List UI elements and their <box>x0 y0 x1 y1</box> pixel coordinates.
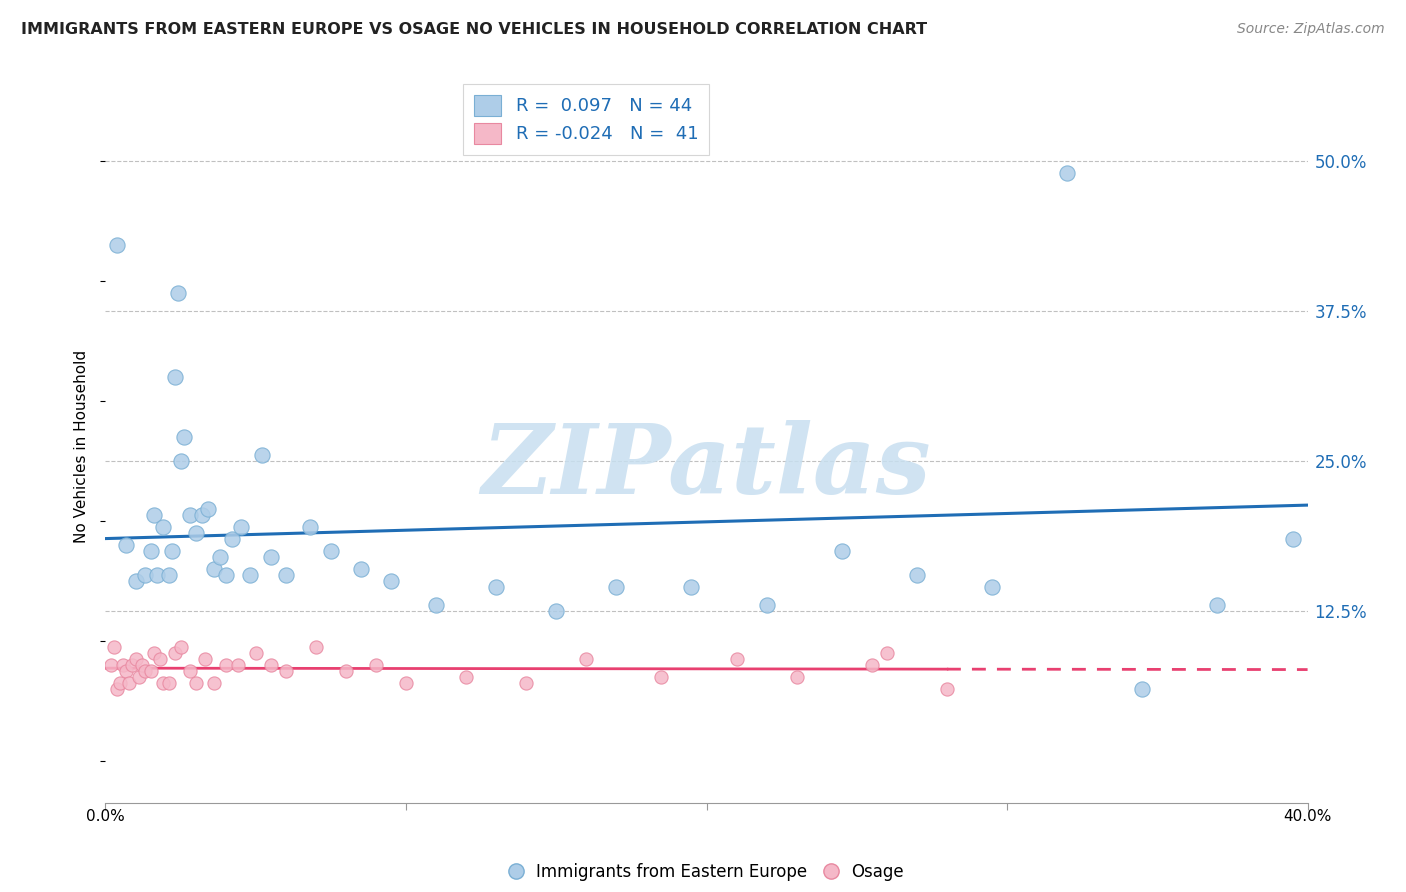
Point <box>103 640 125 654</box>
Point <box>229 520 252 534</box>
Point <box>226 657 249 672</box>
Point <box>131 657 153 672</box>
Point <box>454 670 477 684</box>
Point <box>831 544 853 558</box>
Text: IMMIGRANTS FROM EASTERN EUROPE VS OSAGE NO VEHICLES IN HOUSEHOLD CORRELATION CHA: IMMIGRANTS FROM EASTERN EUROPE VS OSAGE … <box>21 22 927 37</box>
Point <box>860 657 883 672</box>
Point <box>208 549 231 564</box>
Point <box>298 520 321 534</box>
Legend: Immigrants from Eastern Europe, Osage: Immigrants from Eastern Europe, Osage <box>503 856 910 888</box>
Point <box>202 562 225 576</box>
Point <box>305 640 328 654</box>
Point <box>1281 532 1303 546</box>
Point <box>605 580 627 594</box>
Point <box>650 670 672 684</box>
Point <box>169 640 191 654</box>
Text: Source: ZipAtlas.com: Source: ZipAtlas.com <box>1237 22 1385 37</box>
Point <box>245 646 267 660</box>
Point <box>575 652 598 666</box>
Point <box>905 568 928 582</box>
Point <box>239 568 262 582</box>
Point <box>139 664 162 678</box>
Point <box>163 370 186 384</box>
Point <box>335 664 357 678</box>
Point <box>274 664 297 678</box>
Point <box>184 525 207 540</box>
Point <box>725 652 748 666</box>
Point <box>184 676 207 690</box>
Point <box>214 657 236 672</box>
Point <box>364 657 387 672</box>
Point <box>197 502 219 516</box>
Point <box>681 580 703 594</box>
Point <box>221 532 243 546</box>
Point <box>142 508 165 522</box>
Point <box>260 549 283 564</box>
Point <box>179 664 201 678</box>
Point <box>485 580 508 594</box>
Point <box>107 238 129 252</box>
Point <box>274 568 297 582</box>
Point <box>163 646 186 660</box>
Point <box>319 544 342 558</box>
Point <box>380 574 402 588</box>
Point <box>250 448 273 462</box>
Point <box>124 652 146 666</box>
Point <box>139 544 162 558</box>
Text: 40.0%: 40.0% <box>1284 809 1331 824</box>
Point <box>160 544 183 558</box>
Text: ZIPatlas: ZIPatlas <box>482 420 931 515</box>
Point <box>936 681 959 696</box>
Point <box>142 646 165 660</box>
Point <box>124 574 146 588</box>
Point <box>1056 166 1078 180</box>
Point <box>169 454 191 468</box>
Point <box>157 568 180 582</box>
Point <box>110 676 132 690</box>
Point <box>115 538 138 552</box>
Point <box>166 286 188 301</box>
Point <box>1130 681 1153 696</box>
Point <box>395 676 418 690</box>
Point <box>194 652 217 666</box>
Point <box>128 670 150 684</box>
Point <box>173 430 195 444</box>
Point <box>152 520 174 534</box>
Point <box>755 598 778 612</box>
Point <box>134 568 156 582</box>
Point <box>112 657 135 672</box>
Text: 0.0%: 0.0% <box>86 809 125 824</box>
Point <box>786 670 808 684</box>
Point <box>157 676 180 690</box>
Point <box>202 676 225 690</box>
Point <box>546 604 568 618</box>
Point <box>350 562 373 576</box>
Point <box>214 568 236 582</box>
Point <box>134 664 156 678</box>
Point <box>260 657 283 672</box>
Point <box>179 508 201 522</box>
Point <box>152 676 174 690</box>
Point <box>107 681 129 696</box>
Point <box>148 652 170 666</box>
Point <box>100 657 122 672</box>
Y-axis label: No Vehicles in Household: No Vehicles in Household <box>75 350 90 542</box>
Point <box>145 568 167 582</box>
Point <box>515 676 537 690</box>
Point <box>425 598 447 612</box>
Point <box>981 580 1004 594</box>
Point <box>190 508 212 522</box>
Point <box>1206 598 1229 612</box>
Point <box>118 676 141 690</box>
Point <box>121 657 143 672</box>
Point <box>876 646 898 660</box>
Point <box>115 664 138 678</box>
